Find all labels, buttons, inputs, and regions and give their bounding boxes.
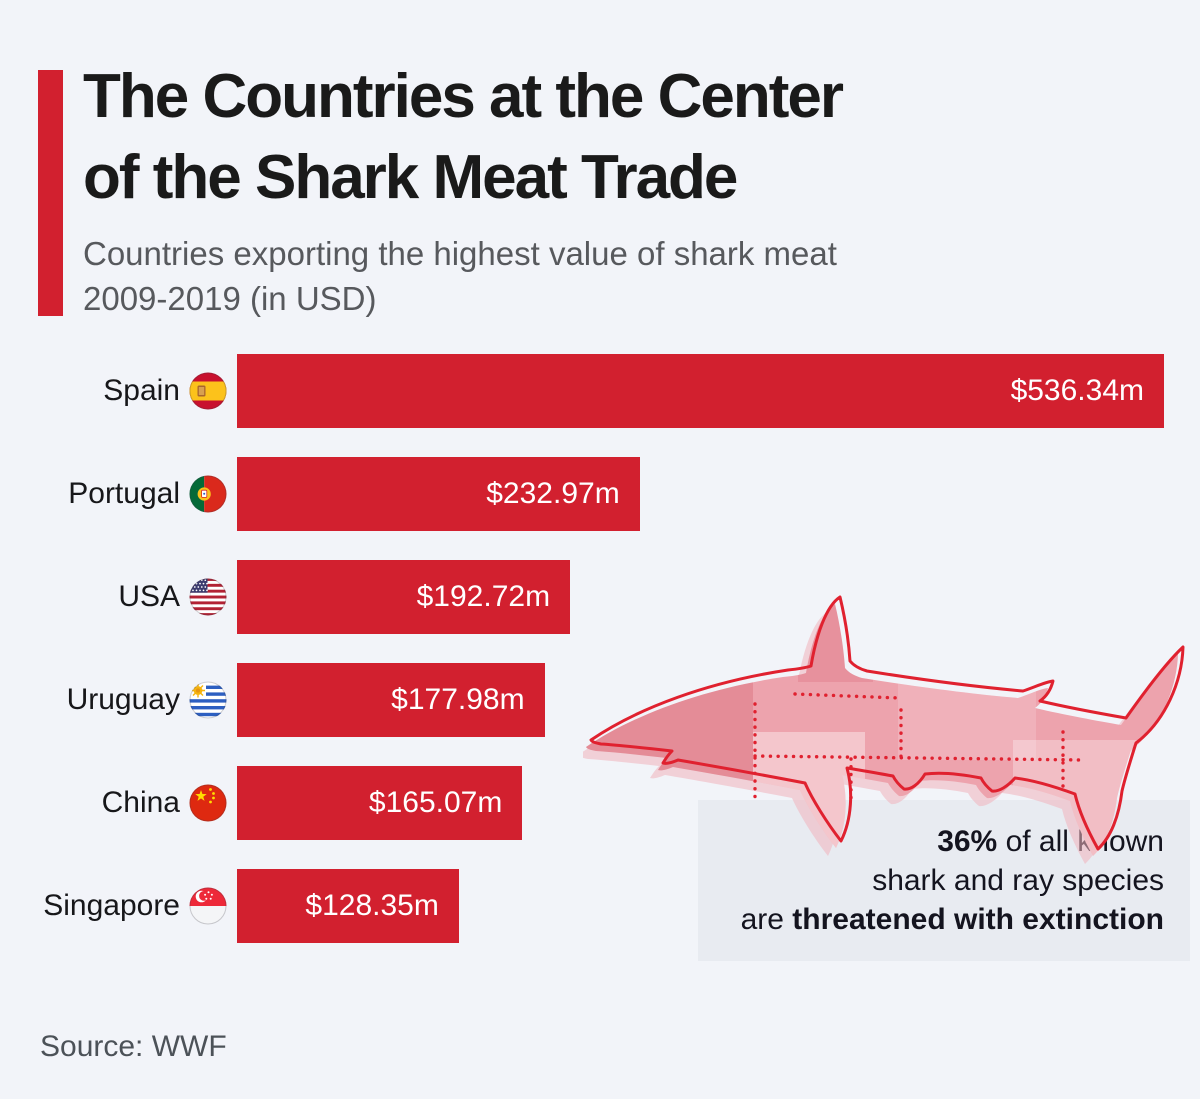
chart-row: Portugal $232.97m [0,457,1200,531]
country-label: China [101,786,180,819]
source-label: Source: WWF [40,1030,227,1063]
singapore-flag-icon [189,887,227,925]
bar-track: $192.72m [237,560,1164,634]
page-subtitle: Countries exporting the highest value of… [83,231,837,321]
uruguay-flag-icon [189,681,227,719]
bar: $232.97m [237,457,640,531]
country-label: Spain [103,374,180,407]
bar-track: $177.98m [237,663,1164,737]
chart-row: China $165.07m [0,766,1200,840]
page-title: The Countries at the Center of the Shark… [83,56,844,218]
bar-value-label: $177.98m [391,683,525,716]
bar-value-label: $192.72m [416,580,551,613]
country-label: Portugal [68,477,180,510]
chart-row: Uruguay $177.98m [0,663,1200,737]
country-label: Singapore [43,889,180,922]
callout-percentage: 36% [937,825,998,858]
chart-row: Singapore $128.35m [0,869,1200,943]
bar: $128.35m [237,869,459,943]
bar: $165.07m [237,766,523,840]
chart-row: Spain $536.34m [0,354,1200,428]
usa-flag-icon [189,578,227,616]
callout-line2: shark and ray species [872,864,1164,897]
page-subtitle-line2: 2009-2019 (in USD) [83,280,377,317]
page-subtitle-line1: Countries exporting the highest value of… [83,235,837,272]
chart-row: USA $192.72m [0,560,1200,634]
bar-track: $165.07m [237,766,1164,840]
page-title-line2: of the Shark Meat Trade [83,143,738,212]
china-flag-icon [189,784,227,822]
callout-line3: are threatened with extinction [740,903,1164,936]
bar: $177.98m [237,663,545,737]
extinction-callout: 36% of all known shark and ray species a… [698,800,1190,961]
country-label: Uruguay [66,683,180,716]
bar-chart: Spain $536.34m Portugal $232.97m USA $192.7… [0,354,1200,972]
page-title-line1: The Countries at the Center [83,62,844,131]
bar: $192.72m [237,560,571,634]
bar: $536.34m [237,354,1164,428]
callout-line1: 36% of all known [937,825,1164,858]
bar-value-label: $232.97m [486,477,620,510]
country-label: USA [118,580,180,613]
bar-value-label: $165.07m [368,786,503,819]
spain-flag-icon [189,372,227,410]
bar-track: $128.35m [237,869,1164,943]
title-accent-bar [38,70,63,316]
bar-track: $536.34m [237,354,1164,428]
bar-track: $232.97m [237,457,1164,531]
portugal-flag-icon [189,475,227,513]
bar-value-label: $128.35m [305,889,439,922]
bar-value-label: $536.34m [1010,374,1144,407]
